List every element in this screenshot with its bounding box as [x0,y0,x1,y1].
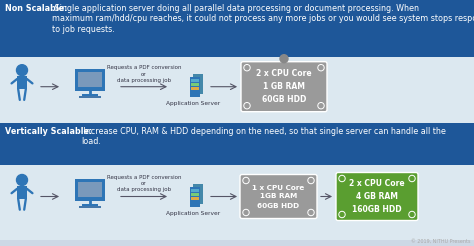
Text: 2 x CPU Core
1 GB RAM
60GB HDD: 2 x CPU Core 1 GB RAM 60GB HDD [256,69,312,104]
Circle shape [243,178,249,184]
Bar [75,179,105,200]
Bar [191,197,199,200]
Bar [191,83,199,86]
Circle shape [244,179,248,183]
Circle shape [410,176,414,181]
Circle shape [280,55,288,63]
Circle shape [340,176,344,181]
Circle shape [339,175,345,182]
Circle shape [309,211,313,215]
Circle shape [319,66,323,70]
Circle shape [244,65,250,71]
Circle shape [308,178,314,184]
Bar [17,185,27,199]
Bar [75,69,105,91]
Text: Requests a PDF conversion
or
data processing job: Requests a PDF conversion or data proces… [107,175,181,193]
Circle shape [244,211,248,215]
Bar [190,186,200,206]
Bar [191,193,199,196]
Circle shape [340,213,344,216]
Text: Single application server doing all parallel data processing or document process: Single application server doing all para… [52,4,474,34]
Text: 2 x CPU Core
4 GB RAM
160GB HDD: 2 x CPU Core 4 GB RAM 160GB HDD [349,179,405,214]
Text: © 2019, NITHU Presents: © 2019, NITHU Presents [411,239,471,244]
Circle shape [409,212,415,217]
Bar [82,203,98,205]
Text: Vertically Scalable:: Vertically Scalable: [5,127,92,136]
Text: Application Server: Application Server [166,211,220,215]
FancyBboxPatch shape [241,62,327,112]
Bar [191,79,199,82]
Bar [193,74,203,94]
Bar [78,72,102,87]
Bar [17,76,27,89]
Bar [193,184,203,203]
Text: Application Server: Application Server [166,101,220,106]
Circle shape [17,174,27,185]
Bar [0,123,474,165]
Bar [191,188,199,191]
Bar [191,87,199,90]
Circle shape [319,104,323,108]
Circle shape [245,66,249,70]
Circle shape [244,103,250,109]
Circle shape [410,213,414,216]
Circle shape [245,104,249,108]
Circle shape [308,210,314,215]
Circle shape [318,65,324,71]
Text: Requests a PDF conversion
or
data processing job: Requests a PDF conversion or data proces… [107,65,181,83]
Circle shape [409,175,415,182]
Bar [82,94,98,96]
Bar [79,96,101,98]
Circle shape [17,65,27,76]
Circle shape [339,212,345,217]
Bar [0,57,474,123]
FancyBboxPatch shape [336,172,418,220]
Bar [190,77,200,97]
Circle shape [243,210,249,215]
FancyBboxPatch shape [240,174,317,218]
Bar [0,0,474,57]
Text: 1 x CPU Core
1GB RAM
60GB HDD: 1 x CPU Core 1GB RAM 60GB HDD [252,184,305,209]
Circle shape [318,103,324,109]
Bar [0,165,474,240]
Bar [79,205,101,208]
Circle shape [309,179,313,183]
Bar [78,182,102,197]
Text: Increase CPU, RAM & HDD depending on the need, so that single server can handle : Increase CPU, RAM & HDD depending on the… [81,127,446,146]
Text: Non Scalable:: Non Scalable: [5,4,67,13]
